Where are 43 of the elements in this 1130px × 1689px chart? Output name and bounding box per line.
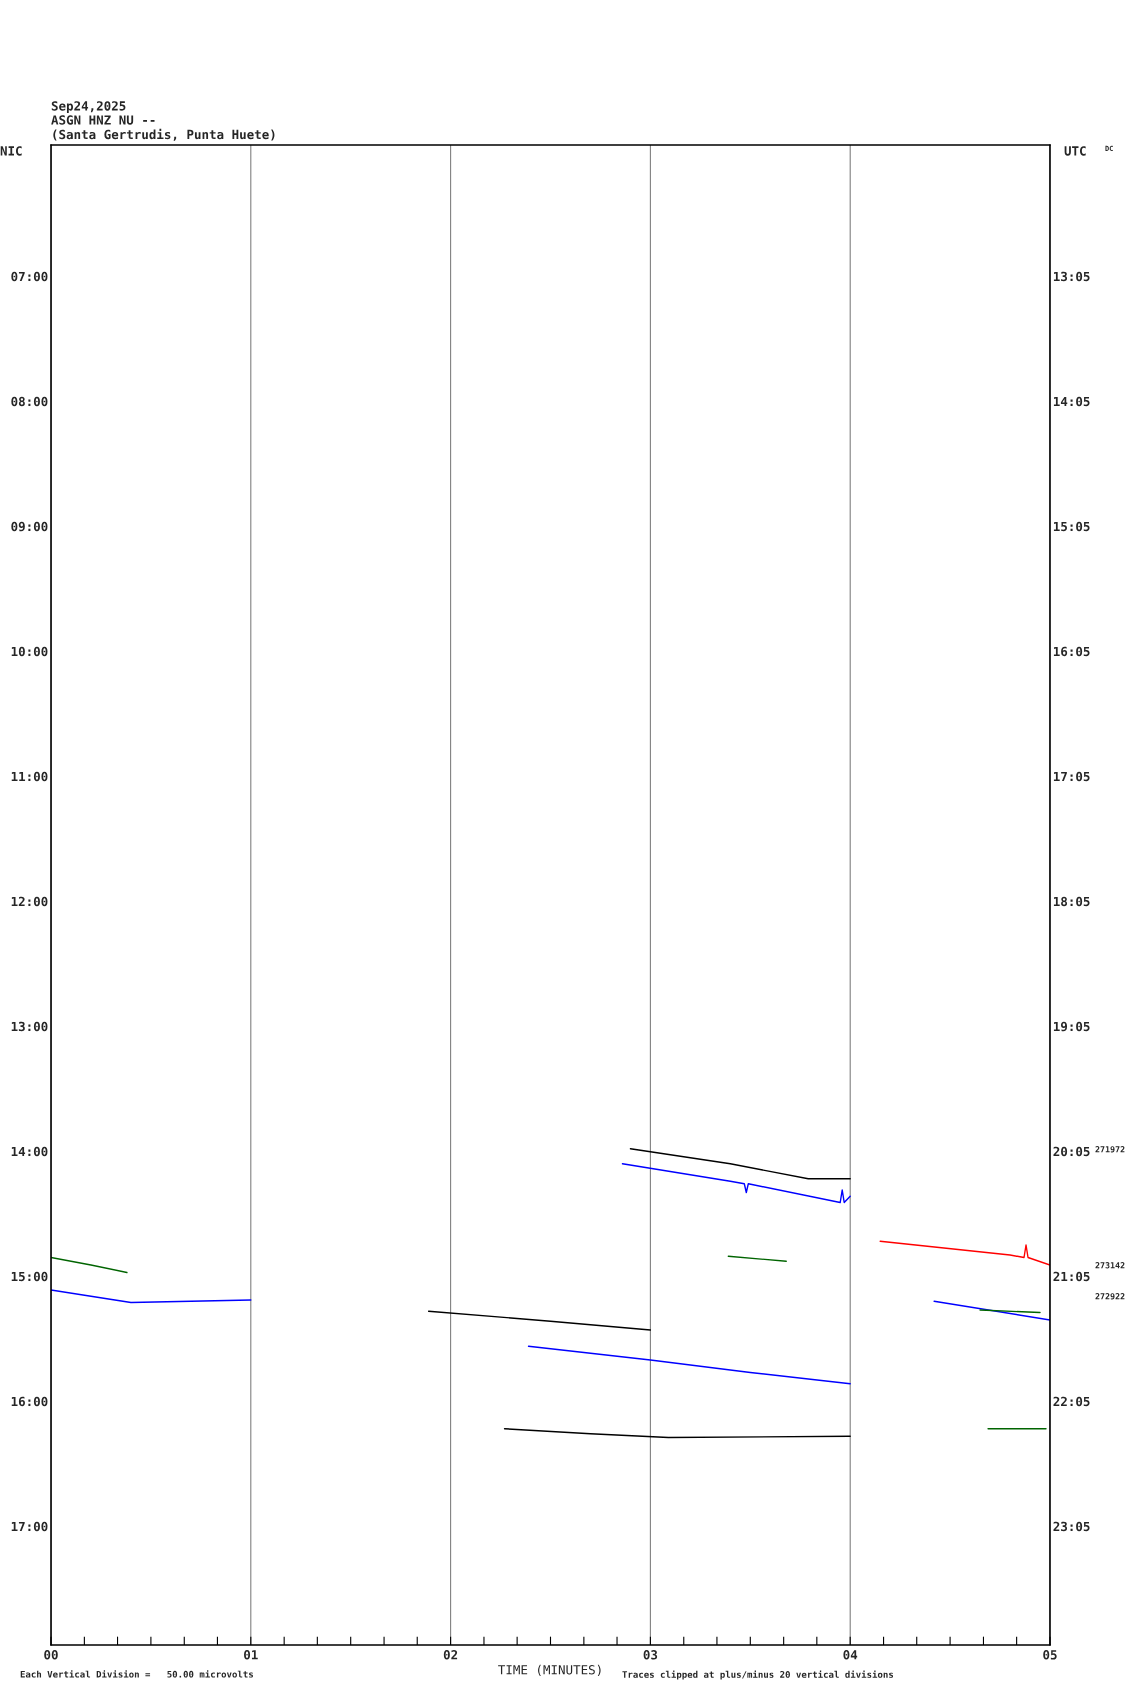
y2-tick-label: 14:05 bbox=[1053, 396, 1090, 407]
line-series bbox=[51, 1289, 252, 1304]
y2-tick-label: 18:05 bbox=[1053, 896, 1090, 907]
x-tick-label: 00 bbox=[44, 1650, 58, 1660]
x-tick-label: 05 bbox=[1043, 1650, 1057, 1660]
y2-tick-label: 21:05 bbox=[1053, 1271, 1090, 1282]
line-series bbox=[879, 1240, 1050, 1266]
y-tick-label: 15:00 bbox=[11, 1271, 48, 1282]
y-tick-label: 09:00 bbox=[11, 521, 48, 532]
y-tick-label: 13:00 bbox=[11, 1021, 48, 1032]
text: 271972 bbox=[1095, 1146, 1125, 1153]
y2-tick-label: 23:05 bbox=[1053, 1521, 1090, 1532]
y-tick-label: 14:00 bbox=[11, 1146, 48, 1157]
y2-tick-label: 19:05 bbox=[1053, 1021, 1090, 1032]
x-tick-label: 02 bbox=[443, 1650, 458, 1660]
y-tick-label: 08:00 bbox=[11, 396, 48, 407]
y2-tick-label: 20:05 bbox=[1053, 1146, 1090, 1157]
y-tick-label: 07:00 bbox=[11, 271, 48, 282]
text: Each Vertical Division = 50.00 microvolts bbox=[20, 1670, 253, 1678]
text: Traces clipped at plus/minus 20 vertical divisions bbox=[622, 1670, 894, 1680]
chart-title: Sep24,2025 bbox=[51, 101, 126, 114]
chart-subtitle: ASGN HNZ NU -- (Santa Gertrudis, Punta Huete) bbox=[51, 115, 275, 141]
y-tick-label: 16:00 bbox=[11, 1396, 48, 1407]
x-axis-title: TIME (MINUTES) bbox=[498, 1664, 601, 1676]
y2-tick-label: 22:05 bbox=[1053, 1396, 1090, 1407]
y2-tick-label: 17:05 bbox=[1053, 771, 1090, 782]
y-tick-label: 12:00 bbox=[11, 896, 48, 907]
line-series bbox=[503, 1428, 851, 1439]
line-series bbox=[621, 1163, 851, 1204]
x-tick-label: 01 bbox=[244, 1650, 258, 1660]
y-axis-title: NIC bbox=[0, 146, 22, 156]
text: 272922 bbox=[1095, 1293, 1125, 1300]
y2-tick-label: 13:05 bbox=[1053, 271, 1090, 282]
y2-tick-label: 15:05 bbox=[1053, 521, 1090, 532]
text: 273142 bbox=[1095, 1262, 1125, 1269]
line-series bbox=[527, 1345, 851, 1385]
y-tick-label: 10:00 bbox=[11, 646, 48, 657]
x-tick-label: 04 bbox=[843, 1650, 858, 1660]
y-tick-label: 11:00 bbox=[11, 771, 48, 782]
y-tick-label: 17:00 bbox=[11, 1521, 48, 1532]
x-tick-label: 03 bbox=[643, 1650, 658, 1660]
y2-axis-title: UTC bbox=[1064, 146, 1086, 156]
y2-tick-label: 16:05 bbox=[1053, 646, 1090, 657]
